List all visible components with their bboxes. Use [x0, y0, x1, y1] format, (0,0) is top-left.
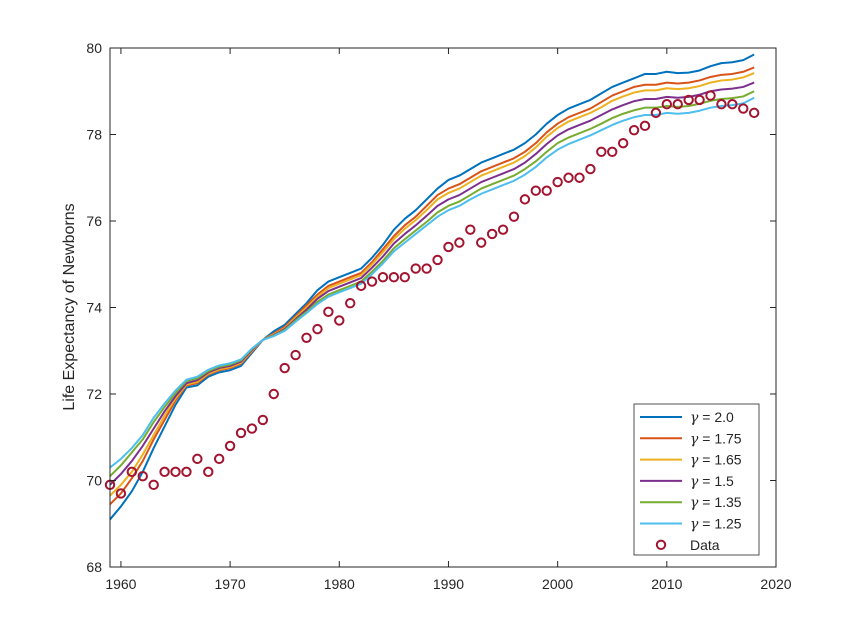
- data-point: [486, 228, 498, 240]
- data-point: [181, 466, 192, 478]
- data-point: [421, 263, 432, 274]
- data-point: [203, 466, 214, 478]
- data-point: [672, 99, 683, 110]
- data-point: [508, 211, 520, 222]
- data-point: [563, 172, 574, 183]
- series-line-1: [109, 53, 755, 521]
- x-tick-label: 1980: [324, 576, 355, 592]
- legend-label-6: γ = 1.25: [690, 516, 742, 533]
- data-point: [115, 488, 127, 499]
- data-point: [257, 414, 269, 426]
- data-point: [497, 224, 509, 235]
- data-point: [224, 440, 236, 452]
- data-point: [159, 466, 170, 478]
- data-point: [716, 99, 727, 110]
- data-point: [312, 323, 323, 335]
- data-point: [454, 237, 465, 248]
- data-point: [279, 362, 290, 374]
- y-tick-label: 78: [86, 127, 102, 143]
- data-point: [388, 272, 400, 283]
- data-point: [137, 470, 148, 482]
- data-point: [683, 94, 694, 106]
- data-point: [170, 466, 181, 478]
- series-line-5: [109, 90, 755, 477]
- data-point: [617, 137, 629, 149]
- data-point: [355, 280, 367, 292]
- y-tick-label: 74: [86, 300, 102, 316]
- y-tick-label: 72: [86, 386, 102, 402]
- data-point: [126, 466, 138, 478]
- data-point: [366, 276, 378, 287]
- data-point: [694, 94, 705, 106]
- series-line-4: [109, 81, 755, 486]
- data-point: [650, 107, 662, 119]
- data-point: [476, 237, 487, 248]
- data-point: [574, 172, 585, 183]
- data-point: [246, 423, 258, 434]
- legend-marker-data: [655, 539, 667, 550]
- legend-label-4: γ = 1.5: [690, 473, 734, 490]
- x-axis: 1960 1970 1980 1990 2000 2010 2020: [105, 48, 792, 592]
- x-tick-label: 2000: [542, 576, 573, 592]
- data-point: [377, 272, 389, 283]
- series-layer: [109, 53, 755, 521]
- legend-label-1: γ = 2.0: [690, 409, 734, 426]
- y-tick-label: 68: [86, 559, 102, 575]
- data-point: [552, 176, 563, 188]
- legend-label-5: γ = 1.35: [690, 494, 742, 511]
- data-point: [738, 103, 749, 114]
- data-point: [323, 306, 334, 318]
- data-point: [410, 263, 421, 274]
- legend-label-3: γ = 1.65: [690, 452, 742, 469]
- data-point: [519, 194, 531, 205]
- legend-label-2: γ = 1.75: [690, 430, 742, 447]
- data-point: [628, 124, 640, 136]
- data-point: [213, 453, 225, 465]
- data-point: [290, 349, 301, 361]
- data-point: [345, 297, 356, 309]
- x-tick-label: 1960: [105, 576, 136, 592]
- data-point: [530, 185, 541, 196]
- x-tick-label: 2010: [651, 576, 682, 592]
- data-point: [607, 146, 618, 158]
- data-point: [748, 107, 760, 119]
- data-point: [661, 99, 673, 110]
- data-point: [301, 332, 312, 343]
- data-point: [432, 254, 443, 266]
- data-point: [192, 453, 203, 465]
- legend-label-data: Data: [690, 537, 720, 553]
- legend: γ = 2.0 γ = 1.75 γ = 1.65 γ = 1.5 γ = 1.35 γ …: [633, 403, 760, 556]
- x-tick-label: 2020: [760, 576, 791, 592]
- y-axis: 68 70 72 74 76 78 80: [86, 40, 776, 575]
- series-line-6: [109, 96, 755, 469]
- y-tick-label: 70: [86, 473, 102, 489]
- data-point: [399, 272, 410, 283]
- data-points-layer: [104, 90, 760, 499]
- data-point: [541, 185, 552, 196]
- data-point: [639, 120, 651, 132]
- x-tick-label: 1970: [215, 576, 246, 592]
- y-axis-label: Life Expectancy of Newborns: [61, 203, 78, 410]
- data-point: [596, 146, 607, 158]
- data-point: [585, 163, 596, 175]
- data-point: [705, 90, 716, 101]
- data-point: [334, 315, 345, 326]
- data-point: [465, 224, 476, 235]
- data-point: [443, 241, 454, 253]
- x-tick-label: 1990: [433, 576, 464, 592]
- data-point: [727, 99, 738, 110]
- data-point: [148, 479, 159, 491]
- y-tick-label: 80: [86, 40, 102, 56]
- series-line-3: [109, 72, 755, 497]
- legend-box: [633, 403, 760, 556]
- y-tick-label: 76: [86, 213, 102, 229]
- data-point: [268, 388, 279, 400]
- data-point: [235, 427, 247, 439]
